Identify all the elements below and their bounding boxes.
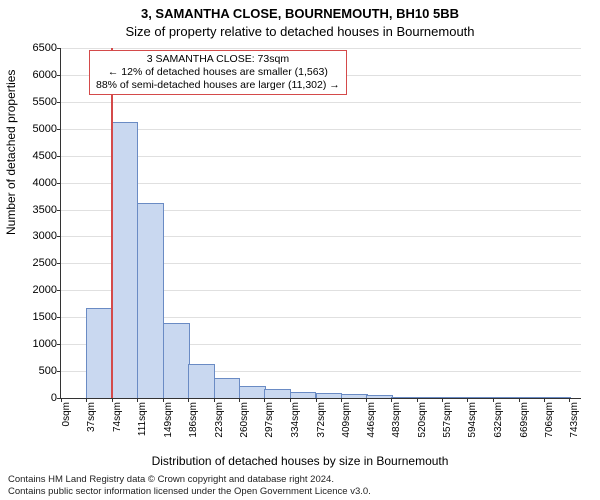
x-tick-label: 334sqm — [290, 402, 301, 438]
title-sub: Size of property relative to detached ho… — [0, 24, 600, 39]
histogram-bar — [86, 308, 113, 398]
x-tick-label: 483sqm — [391, 402, 402, 438]
x-tick-label: 260sqm — [239, 402, 250, 438]
y-tick-mark — [57, 236, 61, 237]
x-tick-label: 743sqm — [569, 402, 580, 438]
x-tick-label: 632sqm — [493, 402, 504, 438]
histogram-bar — [137, 203, 164, 398]
title-main: 3, SAMANTHA CLOSE, BOURNEMOUTH, BH10 5BB — [0, 6, 600, 21]
x-tick-label: 706sqm — [544, 402, 555, 438]
x-tick-label: 186sqm — [188, 402, 199, 438]
callout-box: 3 SAMANTHA CLOSE: 73sqm← 12% of detached… — [89, 50, 347, 95]
histogram-bar — [214, 378, 241, 398]
y-tick-mark — [57, 102, 61, 103]
footer-attribution: Contains HM Land Registry data © Crown c… — [8, 474, 592, 498]
y-tick-mark — [57, 75, 61, 76]
y-tick-mark — [57, 129, 61, 130]
gridline-h — [61, 183, 581, 184]
y-axis-label: Number of detached properties — [4, 70, 18, 235]
histogram-bar — [316, 393, 343, 398]
chart-container: 3, SAMANTHA CLOSE, BOURNEMOUTH, BH10 5BB… — [0, 0, 600, 500]
y-tick-mark — [57, 183, 61, 184]
callout-line1: 3 SAMANTHA CLOSE: 73sqm — [96, 53, 340, 66]
gridline-h — [61, 102, 581, 103]
gridline-h — [61, 129, 581, 130]
x-tick-label: 372sqm — [316, 402, 327, 438]
x-tick-label: 223sqm — [214, 402, 225, 438]
plot-area: 0500100015002000250030003500400045005000… — [60, 48, 581, 399]
x-tick-label: 74sqm — [112, 402, 123, 432]
x-axis-label: Distribution of detached houses by size … — [0, 454, 600, 468]
x-tick-label: 111sqm — [137, 402, 148, 436]
x-tick-label: 669sqm — [519, 402, 530, 438]
x-tick-label: 594sqm — [467, 402, 478, 438]
histogram-bar — [519, 397, 546, 398]
x-tick-label: 520sqm — [417, 402, 428, 438]
footer-line-2: Contains public sector information licen… — [8, 486, 592, 498]
histogram-bar — [467, 397, 494, 398]
x-tick-label: 37sqm — [86, 402, 97, 432]
footer-line-1: Contains HM Land Registry data © Crown c… — [8, 474, 592, 486]
y-tick-mark — [57, 371, 61, 372]
x-tick-label: 557sqm — [442, 402, 453, 438]
x-tick-label: 0sqm — [61, 402, 72, 426]
histogram-bar — [493, 397, 520, 398]
y-tick-mark — [57, 210, 61, 211]
histogram-bar — [391, 397, 418, 398]
reference-marker-line — [111, 48, 113, 398]
histogram-bar — [544, 397, 571, 398]
y-tick-mark — [57, 290, 61, 291]
histogram-bar — [239, 386, 266, 398]
callout-line2: ← 12% of detached houses are smaller (1,… — [96, 66, 340, 79]
histogram-bar — [112, 122, 139, 398]
x-tick-label: 149sqm — [163, 402, 174, 438]
histogram-bar — [290, 392, 317, 398]
histogram-bar — [188, 364, 215, 398]
gridline-h — [61, 48, 581, 49]
callout-line3: 88% of semi-detached houses are larger (… — [96, 79, 340, 92]
y-tick-mark — [57, 263, 61, 264]
histogram-bar — [341, 394, 368, 398]
histogram-bar — [163, 323, 190, 398]
y-tick-mark — [57, 48, 61, 49]
histogram-bar — [366, 395, 393, 398]
x-tick-label: 297sqm — [264, 402, 275, 438]
y-tick-mark — [57, 156, 61, 157]
histogram-bar — [417, 397, 444, 398]
y-tick-mark — [57, 344, 61, 345]
x-tick-label: 409sqm — [341, 402, 352, 438]
histogram-bar — [442, 397, 469, 398]
x-tick-label: 446sqm — [366, 402, 377, 438]
histogram-bar — [264, 389, 291, 398]
gridline-h — [61, 156, 581, 157]
y-tick-mark — [57, 317, 61, 318]
